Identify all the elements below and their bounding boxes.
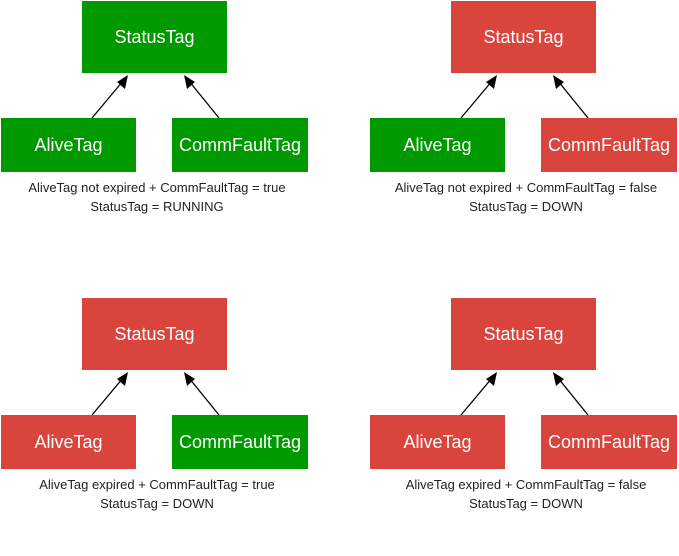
comm-fault-tag-box: CommFaultTag — [541, 118, 677, 172]
arrow-comm-to-status — [188, 80, 220, 119]
dependency-arrows — [460, 372, 589, 416]
arrowhead-comm — [553, 75, 564, 89]
arrowhead-comm — [184, 372, 195, 386]
arrowhead-alive — [486, 372, 497, 386]
scenario-caption: AliveTag expired + CommFaultTag = false … — [369, 475, 679, 513]
arrowhead-alive — [117, 372, 128, 386]
condition-text: AliveTag not expired + CommFaultTag = fa… — [394, 180, 658, 195]
status-tag-box: StatusTag — [451, 298, 596, 370]
arrowhead-alive — [117, 75, 128, 89]
condition-text: AliveTag expired + CommFaultTag = false — [405, 477, 647, 492]
arrow-comm-to-status — [557, 377, 589, 416]
result-text: StatusTag = RUNNING — [90, 199, 224, 214]
scenario-caption: AliveTag not expired + CommFaultTag = tr… — [0, 178, 314, 216]
comm-fault-tag-box: CommFaultTag — [541, 415, 677, 469]
scenario-alive-ok-comm-false: StatusTag AliveTag CommFaultTag AliveTag… — [369, 0, 679, 259]
arrowhead-comm — [184, 75, 195, 89]
status-tag-box: StatusTag — [82, 1, 227, 73]
arrow-alive-to-status — [91, 80, 124, 119]
result-text: StatusTag = DOWN — [100, 496, 214, 511]
dependency-arrows — [91, 75, 220, 119]
arrow-alive-to-status — [460, 80, 493, 119]
scenario-caption: AliveTag expired + CommFaultTag = true S… — [0, 475, 314, 513]
status-tag-box: StatusTag — [451, 1, 596, 73]
status-tag-box: StatusTag — [82, 298, 227, 370]
arrow-comm-to-status — [188, 377, 220, 416]
dependency-arrows — [460, 75, 589, 119]
alive-tag-box: AliveTag — [1, 415, 136, 469]
arrowhead-comm — [553, 372, 564, 386]
arrow-alive-to-status — [91, 377, 124, 416]
scenario-alive-expired-comm-true: StatusTag AliveTag CommFaultTag AliveTag… — [0, 297, 340, 556]
arrow-comm-to-status — [557, 80, 589, 119]
comm-fault-tag-box: CommFaultTag — [172, 415, 308, 469]
comm-fault-tag-box: CommFaultTag — [172, 118, 308, 172]
result-text: StatusTag = DOWN — [469, 496, 583, 511]
scenario-alive-expired-comm-false: StatusTag AliveTag CommFaultTag AliveTag… — [369, 297, 679, 556]
result-text: StatusTag = DOWN — [469, 199, 583, 214]
alive-tag-box: AliveTag — [370, 415, 505, 469]
condition-text: AliveTag expired + CommFaultTag = true — [39, 477, 275, 492]
arrow-alive-to-status — [460, 377, 493, 416]
dependency-arrows — [91, 372, 220, 416]
condition-text: AliveTag not expired + CommFaultTag = tr… — [28, 180, 286, 195]
alive-tag-box: AliveTag — [1, 118, 136, 172]
scenario-caption: AliveTag not expired + CommFaultTag = fa… — [369, 178, 679, 216]
alive-tag-box: AliveTag — [370, 118, 505, 172]
arrowhead-alive — [486, 75, 497, 89]
scenario-alive-ok-comm-true: StatusTag AliveTag CommFaultTag AliveTag… — [0, 0, 340, 259]
